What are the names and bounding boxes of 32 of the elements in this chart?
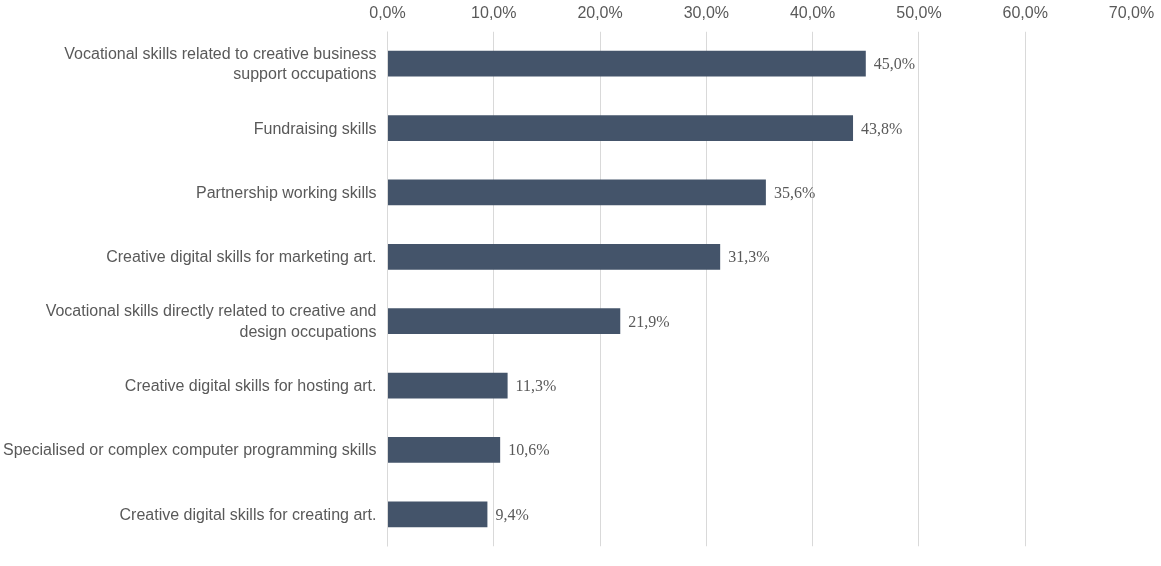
bar — [387, 372, 508, 399]
data-label: 35,6% — [773, 183, 816, 201]
y-tick-label: Partnership working skills — [195, 183, 377, 201]
y-tick-label: Fundraising skills — [253, 119, 377, 137]
x-tick-label: 60,0% — [1002, 3, 1048, 21]
data-label: 9,4% — [495, 505, 529, 523]
bar — [387, 501, 488, 528]
x-tick-label: 10,0% — [471, 3, 517, 21]
y-tick-label: Specialised or complex computer programming skills — [3, 441, 377, 459]
data-label: 45,0% — [873, 55, 916, 73]
y-tick-label: Creative digital skills for creating art. — [119, 505, 377, 523]
y-tick-label: Vocational skills directly related to creative and design occupations — [45, 302, 377, 340]
x-tick-label: 30,0% — [683, 3, 730, 21]
x-tick-label: 70,0% — [1108, 3, 1155, 21]
data-label: 21,9% — [628, 312, 670, 330]
y-tick-label: Creative digital skills for marketing art. — [106, 248, 377, 266]
bar — [387, 243, 721, 270]
bar — [387, 179, 766, 206]
bar — [387, 115, 854, 141]
bar — [387, 308, 621, 335]
bar — [387, 437, 501, 463]
x-tick-label: 50,0% — [896, 3, 942, 21]
data-label: 10,6% — [508, 441, 550, 459]
data-label: 31,3% — [728, 248, 770, 266]
data-label: 11,3% — [515, 377, 557, 395]
bar — [387, 50, 866, 77]
y-tick-label: Vocational skills related to creative business support occupations — [64, 44, 377, 83]
x-tick-label: 40,0% — [789, 3, 836, 21]
x-tick-label: 20,0% — [577, 3, 623, 21]
y-tick-label: Creative digital skills for hosting art. — [124, 377, 377, 395]
x-tick-label: 0,0% — [369, 3, 406, 21]
data-label: 43,8% — [861, 119, 903, 137]
